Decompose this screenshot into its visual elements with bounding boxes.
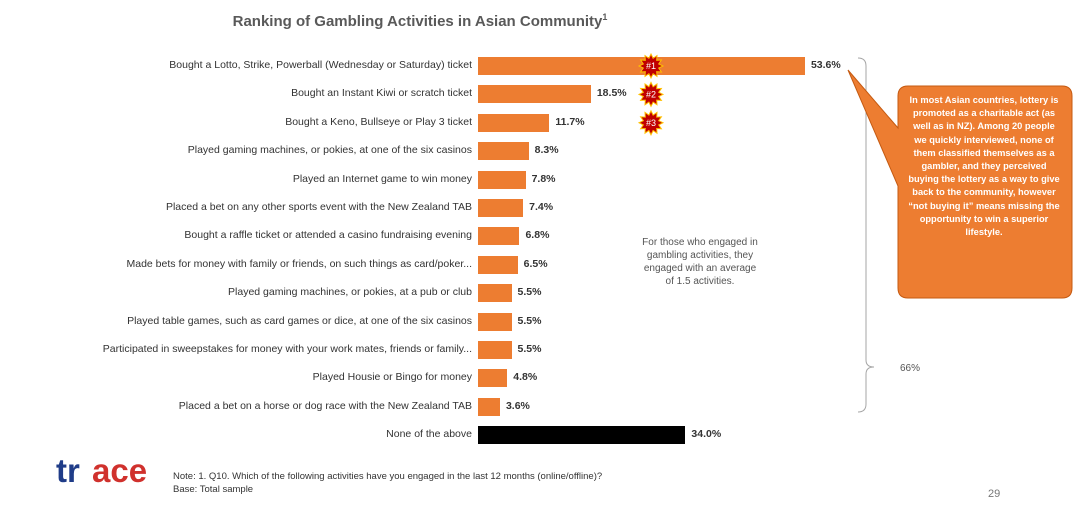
category-label: Bought an Instant Kiwi or scratch ticket bbox=[291, 87, 472, 100]
page-number: 29 bbox=[988, 488, 1001, 500]
category-label: Made bets for money with family or frien… bbox=[126, 257, 473, 270]
bar-value-label: 5.5% bbox=[517, 314, 542, 327]
title-footnote-marker: 1 bbox=[602, 12, 608, 22]
bar-value-label: 8.3% bbox=[534, 144, 559, 157]
bar-value-label: 3.6% bbox=[505, 399, 530, 412]
chart-title-text: Ranking of Gambling Activities in Asian … bbox=[232, 13, 603, 30]
category-label: Participated in sweepstakes for money wi… bbox=[102, 343, 472, 355]
bar-value-label: 7.4% bbox=[529, 201, 554, 213]
bar-value-label: 6.5% bbox=[523, 257, 548, 270]
rank-badge-label: #2 bbox=[646, 89, 656, 99]
chart-title: Ranking of Gambling Activities in Asian … bbox=[190, 12, 650, 30]
category-label: Bought a Keno, Bullseye or Play 3 ticket bbox=[285, 115, 472, 128]
category-label: Played table games, such as card games o… bbox=[127, 314, 472, 327]
category-label: Bought a raffle ticket or attended a cas… bbox=[184, 229, 472, 242]
bar bbox=[478, 369, 508, 388]
footnote: Note: 1. Q10. Which of the following act… bbox=[173, 470, 602, 496]
bar bbox=[478, 284, 512, 303]
footnote-base: Base: Total sample bbox=[173, 484, 254, 495]
bar-value-label: 4.8% bbox=[513, 371, 538, 384]
bar bbox=[478, 426, 686, 445]
callout-text: In most Asian countries, lottery is prom… bbox=[908, 95, 1060, 238]
category-label: Played gaming machines, or pokies, at a … bbox=[228, 286, 472, 299]
bar bbox=[478, 199, 524, 217]
bar bbox=[478, 227, 520, 246]
bar-value-label: 34.0% bbox=[691, 428, 722, 441]
bracket-brace bbox=[857, 57, 875, 413]
bar bbox=[478, 397, 500, 416]
logo-wordmark: tr bbox=[56, 452, 80, 488]
rank-badge bbox=[637, 109, 665, 136]
footnote-question: Note: 1. Q10. Which of the following act… bbox=[173, 471, 603, 482]
category-label: Bought a Lotto, Strike, Powerball (Wedne… bbox=[169, 59, 472, 71]
bracket-total-label: 66% bbox=[900, 363, 921, 374]
callout-bubble bbox=[847, 69, 1073, 299]
bar-value-label: 11.7% bbox=[555, 115, 585, 128]
bar-value-label: 7.8% bbox=[531, 172, 556, 185]
bar-value-label: 6.8% bbox=[525, 229, 550, 242]
bar-value-label: 5.5% bbox=[517, 286, 542, 299]
bar-value-label: 53.6% bbox=[810, 59, 841, 71]
bar bbox=[478, 255, 518, 274]
bar-value-label: 5.5% bbox=[517, 343, 542, 355]
category-label: Placed a bet on a horse or dog race with… bbox=[178, 399, 472, 412]
rank-badge-label: #3 bbox=[646, 118, 656, 128]
category-label: Played gaming machines, or pokies, at on… bbox=[187, 144, 472, 157]
bar bbox=[478, 142, 529, 161]
category-label: None of the above bbox=[386, 428, 472, 441]
bar bbox=[478, 312, 512, 331]
category-label: Placed a bet on any other sports event w… bbox=[165, 201, 472, 213]
category-label: Played an Internet game to win money bbox=[292, 172, 472, 185]
rank-badge-label: #1 bbox=[646, 61, 656, 71]
rank-badge bbox=[637, 81, 665, 108]
logo-wordmark-accent: ace bbox=[92, 452, 147, 488]
bar bbox=[478, 85, 591, 104]
bar bbox=[478, 113, 550, 132]
bar bbox=[478, 170, 526, 189]
trace-logo: tr ace bbox=[56, 452, 147, 488]
bar-value-label: 18.5% bbox=[596, 87, 627, 100]
category-label: Played Housie or Bingo for money bbox=[312, 371, 472, 384]
average-activities-note: For those who engaged in gambling activi… bbox=[642, 237, 758, 287]
bar bbox=[478, 341, 512, 359]
rank-badges: #1 #2 #3 bbox=[637, 52, 665, 136]
rank-badge bbox=[637, 52, 665, 80]
